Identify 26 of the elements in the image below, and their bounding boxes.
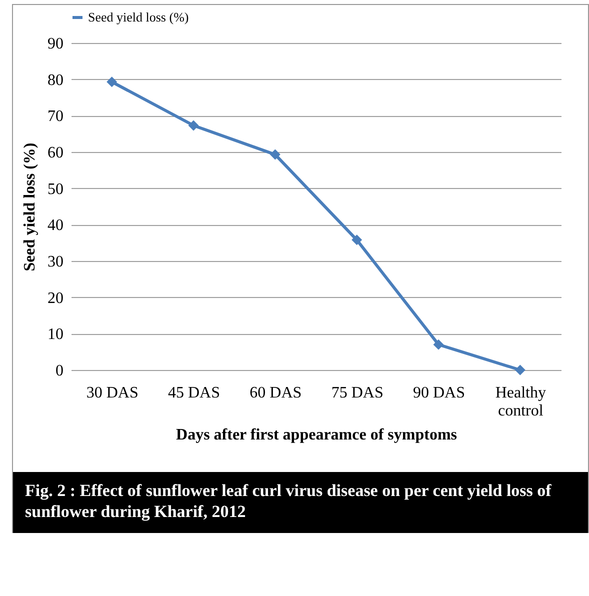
y-tick-label: 0 [56,362,64,380]
text: Fig. 2 : Effect of sunflower leaf curl virus disease on per cent yield loss of sunflower during Kharif, 2012 [13,472,588,532]
x-tick-label: 60 DAS [250,384,302,402]
point [106,76,118,88]
x-tick-label: Healthy control [495,384,546,420]
y-tick-label: 70 [48,108,64,126]
x-tick-label: 75 DAS [331,384,384,402]
y-tick-label: 20 [48,290,64,307]
y-tick-label: 60 [48,144,64,162]
x-axis-title: Days after first appearamce of symptoms [176,426,457,444]
y-tick-label: 90 [48,36,64,52]
y-tick-label: 30 [48,254,64,270]
point [352,234,362,246]
y-tick-label: 40 [48,217,64,234]
y-tick-label: 10 [48,326,64,344]
x-tick-label: 30 DAS [86,384,138,402]
point [433,339,444,350]
y-tick-label: 80 [48,72,64,89]
x-tick-label: 45 DAS [168,384,220,402]
x-tick-label: 90 DAS [412,384,466,402]
point [514,364,526,376]
y-tick-label: 50 [48,180,64,198]
legend-label: Seed yield loss (%) [88,10,189,24]
point [270,149,280,160]
y-axis-title: Seed yield loss (%) [22,142,38,272]
point [188,120,199,131]
